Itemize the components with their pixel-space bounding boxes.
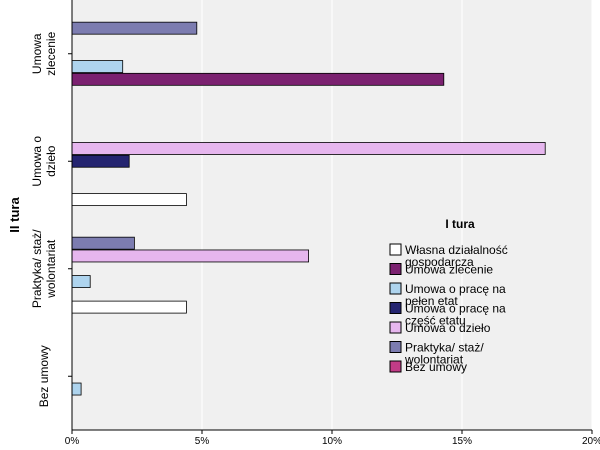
legend-entry-line: część etatu: [405, 314, 466, 328]
legend-entry-line: Bez umowy: [405, 360, 467, 374]
legend-swatch: [389, 282, 402, 295]
bar: [71, 382, 82, 396]
bar: [71, 142, 546, 155]
x-tick-label: 15%: [452, 436, 472, 447]
category-labels: Umowazlecenie Umowa odzieło Praktyka/ staż…: [30, 31, 58, 407]
bar: [71, 154, 130, 168]
bar: [71, 72, 445, 86]
legend-entry-line: pełen etat: [405, 294, 458, 308]
category-label-line: wolontariat: [44, 239, 58, 299]
legend-entry-line: gospodarcza: [405, 255, 474, 269]
legend-swatch: [389, 243, 402, 256]
bar: [71, 193, 187, 207]
category-label-line: dzieło: [44, 145, 58, 177]
axes: 0% 5% 10% 15% 20%: [65, 0, 600, 447]
grid-lines: [201, 0, 593, 430]
category-label-line: Umowa o: [30, 136, 44, 187]
legend-entry: Praktyka/ staż/wolontariat: [404, 341, 484, 367]
legend-entry-line: Umowa o dzieło: [405, 321, 491, 335]
legend-entry: Umowa o dzieło: [405, 321, 491, 335]
legend-entry-line: Własna działalność: [405, 243, 508, 257]
x-tick-label: 5%: [195, 436, 210, 447]
category-label-line: Umowa: [30, 33, 44, 74]
legend-swatch: [389, 360, 402, 373]
legend-entry: Bez umowy: [405, 360, 467, 374]
bar: [71, 236, 135, 250]
bar: [71, 275, 91, 288]
legend-entry: Umowa zlecenie: [405, 263, 493, 277]
category-label: Praktyka/ staż/wolontariat: [30, 229, 58, 308]
legend-entry: Umowa o pracę na część etatu: [405, 302, 506, 328]
legend-swatch: [389, 341, 402, 353]
legend-entry-line: Umowa o pracę na: [405, 282, 506, 296]
legend-title: I tura: [445, 217, 475, 231]
category-label-line: Bez umowy: [37, 345, 51, 407]
category-label: Bez umowy: [37, 345, 51, 407]
x-tick-label: 20%: [582, 436, 600, 447]
bar: [71, 300, 187, 314]
bars: [71, 21, 546, 396]
category-label: Umowa odzieło: [30, 136, 58, 187]
legend-swatch: [389, 263, 402, 275]
legend-entry-line: Umowa o pracę na: [405, 302, 506, 316]
legend: I tura Własna działalność gospodarczaUmow…: [389, 217, 508, 374]
bar: [71, 21, 198, 35]
legend-entry-line: Praktyka/ staż/: [405, 341, 484, 355]
bar: [71, 249, 310, 263]
legend-swatch: [389, 321, 402, 334]
category-label-line: Praktyka/ staż/: [30, 229, 44, 308]
legend-entry: Własna działalność gospodarcza: [405, 243, 508, 269]
legend-entry-line: wolontariat: [404, 353, 464, 367]
y-axis-label: II tura: [7, 197, 22, 233]
legend-entry-line: Umowa zlecenie: [405, 263, 493, 277]
x-tick-label: 0%: [65, 436, 80, 447]
x-tick-label: 10%: [322, 436, 342, 447]
legend-entry: Umowa o pracę na pełen etat: [405, 282, 506, 308]
category-label-line: zlecenie: [44, 31, 58, 75]
category-label: Umowazlecenie: [30, 31, 58, 75]
bar: [71, 60, 124, 73]
legend-swatch: [389, 302, 402, 314]
